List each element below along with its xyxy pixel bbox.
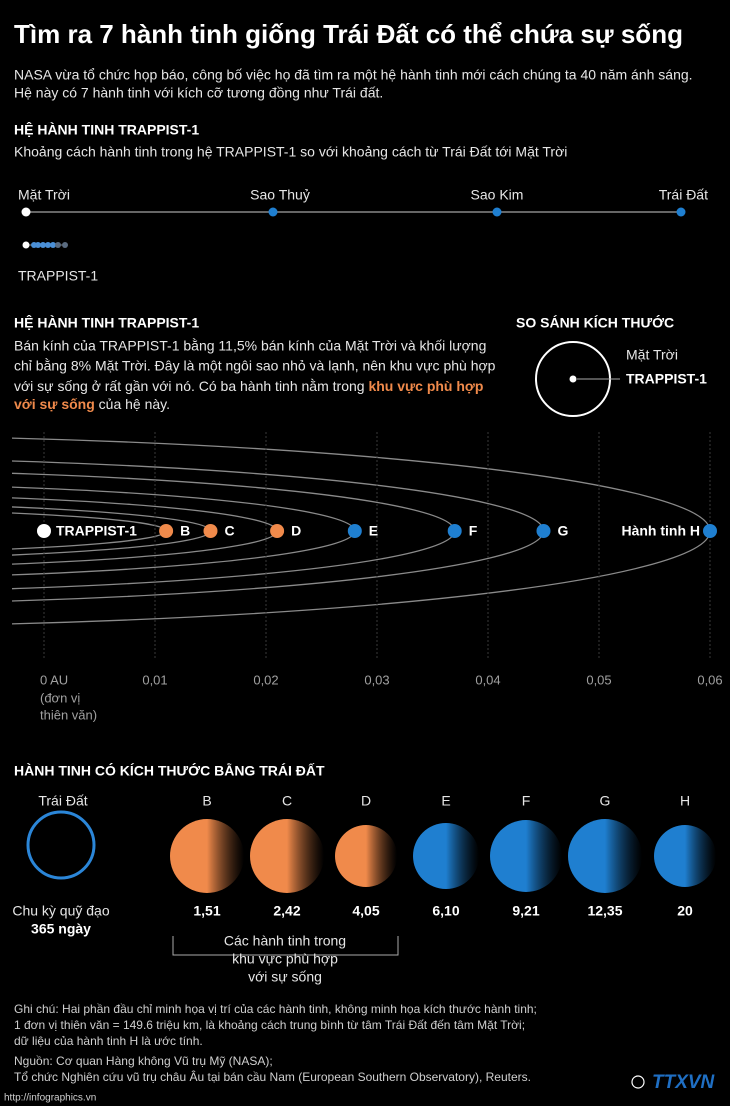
note: dữ liệu của hành tinh H là ước tính. [14, 1034, 203, 1048]
planet-label: D [291, 523, 301, 539]
planet-name: E [441, 793, 450, 809]
bracket [172, 936, 399, 956]
planet [270, 524, 285, 538]
trappist-dot [569, 375, 577, 383]
orbital-period: 9,21 [512, 903, 539, 919]
planet [536, 524, 551, 538]
source: Tổ chức Nghiên cứu vũ trụ châu Âu tại bá… [14, 1069, 531, 1084]
solar-label: Trái Đất [659, 187, 708, 203]
bracket-note: Các hành tinh trong [224, 933, 346, 949]
x-tick-label: 0 AU [40, 672, 68, 687]
orbital-period: 4,05 [352, 903, 379, 919]
section-heading: SO SÁNH KÍCH THƯỚC [516, 314, 674, 331]
planet [703, 524, 717, 538]
planet [203, 524, 218, 538]
source: Nguồn: Cơ quan Hàng không Vũ trụ Mỹ (NAS… [14, 1054, 273, 1068]
description-text: với sự sống ở rất gần với nó. Có ba hành… [14, 378, 365, 394]
star-label: TRAPPIST-1 [56, 523, 137, 539]
planet-name: D [361, 793, 371, 809]
note: Ghi chú: Hai phần đầu chỉ minh họa vị tr… [14, 1002, 537, 1016]
planet-label: E [369, 523, 378, 539]
star-dot [22, 241, 30, 249]
planet [159, 524, 174, 538]
planet-disc [654, 825, 716, 887]
description-line: Bán kính của TRAPPIST-1 bằng 11,5% bán k… [14, 338, 486, 354]
planet-disc [413, 823, 479, 889]
planet-label: Hành tinh H [621, 523, 700, 539]
planet-disc [335, 825, 397, 887]
planet-sizes: B 1,51 C 2,42 D 4,05 E 6,10 F 9,21 G 12,35 H 20 [170, 793, 716, 919]
planet-name: B [202, 793, 211, 809]
solar-label: Mặt Trời [18, 187, 70, 203]
title: Tìm ra 7 hành tinh giống Trái Đất có thể… [14, 19, 683, 49]
period-label: Chu kỳ quỹ đạo [12, 903, 109, 919]
planet-dot [268, 207, 278, 217]
planet [347, 524, 362, 538]
section-heading: HÀNH TINH CÓ KÍCH THƯỚC BẰNG TRÁI ĐẤT [14, 762, 325, 779]
highlight: với sự sống [14, 396, 95, 412]
intro-line: NASA vừa tổ chức họp báo, công bố việc h… [14, 67, 693, 83]
axis-unit: thiên văn) [40, 707, 97, 722]
section-subtitle: Khoảng cách hành tinh trong hệ TRAPPIST-… [14, 144, 567, 160]
solar-label: Sao Thuỷ [250, 187, 310, 203]
x-tick-label: 0,06 [697, 672, 722, 687]
planet-label: B [180, 523, 190, 539]
earth-circle [26, 810, 96, 880]
planet-name: C [282, 793, 292, 809]
planet-name: H [680, 793, 690, 809]
x-tick-label: 0,04 [475, 672, 500, 687]
x-tick-label: 0,01 [142, 672, 167, 687]
intro-line: Hệ này có 7 hành tinh với kích cỡ tương … [14, 85, 383, 101]
planet-disc [250, 819, 324, 893]
description-line: với sự sống ở rất gần với nó. Có ba hành… [14, 378, 483, 394]
earth-label: Trái Đất [38, 793, 87, 809]
x-tick-label: 0,02 [253, 672, 278, 687]
highlight: khu vực phù hợp [368, 378, 483, 394]
bracket-note: với sự sống [248, 969, 322, 985]
planet-disc [170, 819, 244, 893]
earth-period: 365 ngày [31, 921, 91, 937]
orbital-period: 2,42 [273, 903, 300, 919]
trappist-label: TRAPPIST-1 [18, 268, 98, 284]
section-heading: HỆ HÀNH TINH TRAPPIST-1 [14, 314, 199, 331]
description-text: của hệ này. [99, 396, 170, 412]
description-line: chỉ bằng 8% Mặt Trời. Đây là một ngôi sa… [14, 358, 496, 374]
star [37, 524, 51, 538]
x-tick-label: 0,05 [586, 672, 611, 687]
copyright-icon [631, 1075, 645, 1089]
planet [447, 524, 462, 538]
compare-label: TRAPPIST-1 [626, 371, 707, 387]
section-heading: HỆ HÀNH TINH TRAPPIST-1 [14, 121, 199, 138]
description-line: với sự sống của hệ này. [14, 396, 170, 412]
planet-disc [490, 820, 562, 892]
planet-disc [568, 819, 642, 893]
solar-label: Sao Kim [471, 187, 524, 203]
orbital-period: 6,10 [432, 903, 459, 919]
logo: TTXVN [652, 1072, 716, 1093]
axis-unit: (đơn vị [40, 690, 80, 705]
mini-planets [31, 242, 68, 248]
footer: http://infographics.vn [4, 1093, 96, 1104]
planet-label: C [225, 523, 235, 539]
planet-dot [492, 207, 502, 217]
bracket-note: khu vực phù hợp [232, 951, 338, 967]
orbital-period: 12,35 [587, 903, 622, 919]
orbital-period: 20 [677, 903, 693, 919]
orbital-period: 1,51 [193, 903, 220, 919]
planet-name: G [600, 793, 611, 809]
planet-name: F [522, 793, 531, 809]
compare-label: Mặt Trời [626, 347, 678, 363]
note: 1 đơn vị thiên văn = 149.6 triệu km, là … [14, 1018, 525, 1032]
sun-dot [21, 207, 31, 217]
planet-dot [676, 207, 686, 217]
planet-label: F [469, 523, 478, 539]
x-tick-label: 0,03 [364, 672, 389, 687]
planet-label: G [558, 523, 569, 539]
orbit-chart: 0 AU 0,01 0,02 0,03 0,04 0,05 0,06 (đơn vị thiên… [37, 432, 723, 722]
